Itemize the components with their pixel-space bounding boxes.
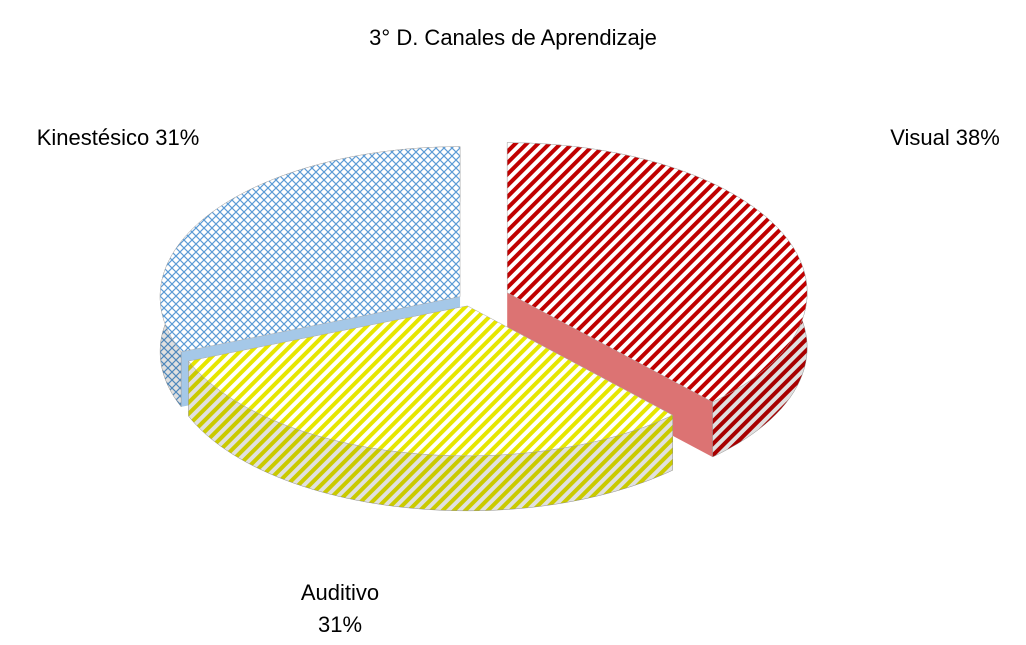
- data-label: Auditivo 31%: [301, 580, 379, 637]
- chart-title: 3° D. Canales de Aprendizaje: [369, 25, 657, 50]
- label-category: Auditivo: [301, 580, 379, 605]
- slice-top: [506, 142, 808, 403]
- data-label: Kinestésico 31%: [37, 125, 200, 150]
- slice-shade: [188, 361, 673, 511]
- pie: [159, 142, 808, 512]
- label-value: 31%: [155, 125, 199, 150]
- label-category: Kinestésico: [37, 125, 150, 150]
- slice-top: [187, 305, 674, 457]
- labels: Visual 38%Auditivo 31%Kinestésico 31%: [37, 125, 1000, 637]
- label-value: 31%: [318, 612, 362, 637]
- slice: [187, 305, 674, 512]
- slice-top: [159, 146, 461, 353]
- label-value: 38%: [956, 125, 1000, 150]
- label-category: Visual: [890, 125, 950, 150]
- data-label: Visual 38%: [890, 125, 1000, 150]
